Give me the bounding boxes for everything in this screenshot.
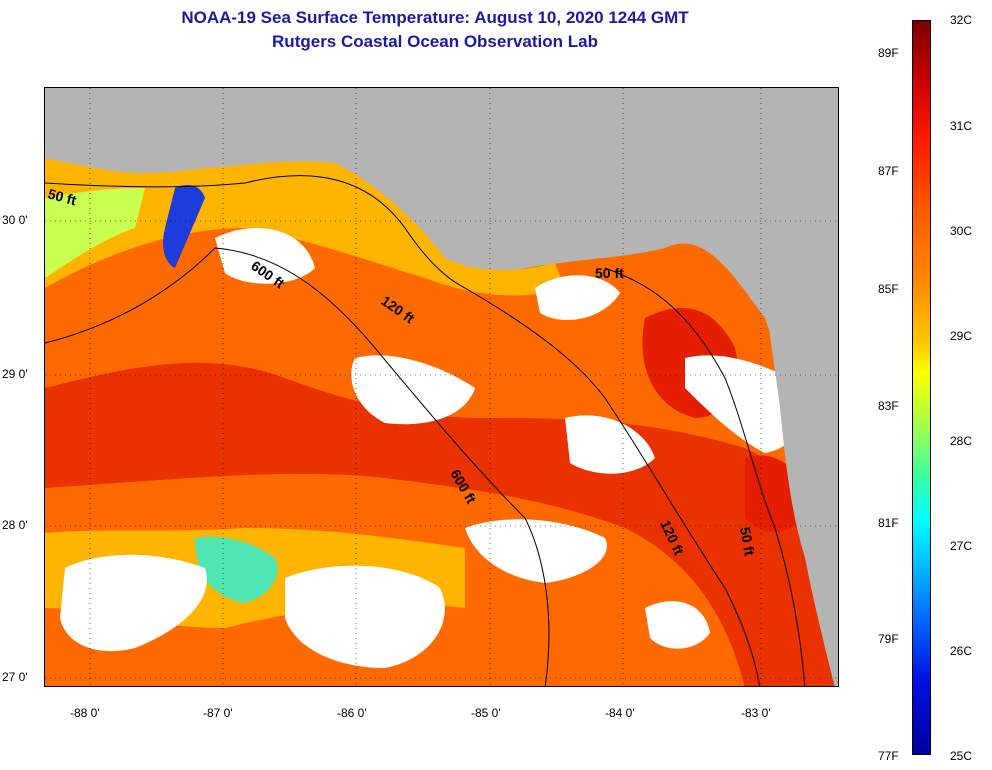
lon-label-83: -83 0' (741, 706, 771, 720)
sst-map-graphic: 50 ft 600 ft 120 ft 50 ft 600 ft 120 ft … (45, 88, 838, 686)
cloud-8 (285, 565, 445, 668)
lat-label-29: 29 0' (2, 367, 28, 381)
colorbar-f-77: 77F (878, 749, 899, 763)
lon-label-88: -88 0' (70, 706, 100, 720)
land-north (45, 88, 838, 298)
ocean-west-shelf-blue (163, 185, 205, 268)
cloud-2 (535, 275, 620, 321)
cloud-5 (565, 415, 655, 474)
colorbar-f-83: 83F (878, 399, 899, 413)
colorbar-f-89: 89F (878, 46, 899, 60)
temperature-colorbar (912, 20, 931, 755)
cloud-4 (351, 355, 475, 425)
graticule (45, 88, 838, 686)
contour-50ft-line (604, 267, 806, 686)
lon-label-86: -86 0' (337, 706, 367, 720)
contour-label-50ft-east: 50 ft (737, 526, 758, 557)
colorbar-f-81: 81F (878, 516, 899, 530)
colorbar-c-27: 27C (950, 539, 973, 553)
lon-label-85: -85 0' (471, 706, 501, 720)
lon-label-87: -87 0' (203, 706, 233, 720)
contour-label-50ft-bigbend: 50 ft (595, 265, 624, 281)
cloud-7 (60, 554, 207, 652)
lat-label-28: 28 0' (2, 518, 28, 532)
colorbar-c-29: 29C (950, 329, 973, 343)
colorbar-c-26: 26C (950, 644, 973, 658)
contour-600ft-line (45, 247, 550, 686)
colorbar-f-79: 79F (878, 632, 899, 646)
cloud-6 (465, 519, 607, 583)
colorbar-f-85: 85F (878, 282, 899, 296)
colorbar-c-31: 31C (950, 119, 973, 133)
ocean-west-shelf-green (45, 188, 145, 278)
colorbar-f-87: 87F (878, 164, 899, 178)
contour-label-50ft-west: 50 ft (46, 185, 78, 208)
cloud-1 (215, 228, 315, 284)
lat-label-27: 27 0' (2, 670, 28, 684)
lon-label-84: -84 0' (605, 706, 635, 720)
figure-title: NOAA-19 Sea Surface Temperature: August … (181, 8, 689, 27)
lat-label-30: 30 0' (2, 213, 28, 227)
sst-map: 50 ft 600 ft 120 ft 50 ft 600 ft 120 ft … (44, 87, 839, 687)
contour-120ft-line (45, 175, 761, 686)
colorbar-c-30: 30C (950, 224, 973, 238)
colorbar-c-28: 28C (950, 434, 973, 448)
colorbar-c-25: 25C (950, 749, 973, 763)
figure-subtitle: Rutgers Coastal Ocean Observation Lab (272, 32, 598, 51)
land-east (765, 292, 838, 686)
cloud-9 (645, 601, 710, 649)
ocean-south-green-patches (195, 536, 278, 603)
colorbar-c-32: 32C (950, 13, 973, 27)
